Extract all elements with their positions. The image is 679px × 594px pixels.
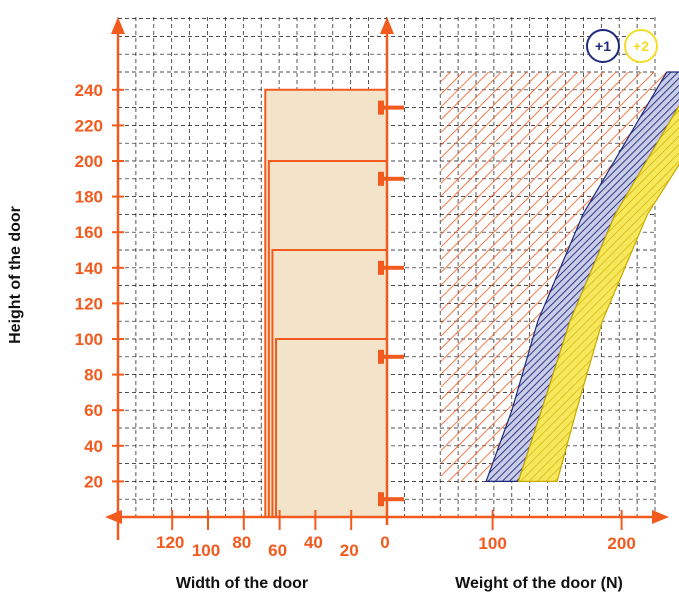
weight-zones [441, 71, 679, 482]
width-limit-line [267, 160, 387, 517]
weight-tick-label: 200 [607, 534, 635, 553]
weight-axis-title: Weight of the door (N) [455, 575, 623, 592]
badges: +1 +2 [586, 29, 658, 63]
y-tick-label: 200 [75, 152, 103, 171]
width-tick-label: 0 [380, 533, 389, 552]
width-tick-label: 60 [268, 541, 287, 560]
width-limit-line [264, 88, 387, 517]
y-tick-label: 180 [75, 188, 103, 207]
y-tick-label: 220 [75, 116, 103, 135]
width-limits [264, 88, 387, 518]
x-axis-arrow-right [652, 510, 669, 524]
width-axis-title: Width of the door [176, 575, 308, 592]
width-tick-label: 100 [192, 541, 220, 560]
width-shaded-area [265, 89, 387, 518]
y-tick-label: 240 [75, 81, 103, 100]
y-tick-label: 100 [75, 330, 103, 349]
width-limit-line [275, 338, 387, 517]
weight-tick-label: 100 [478, 534, 506, 553]
hinge-pin [384, 176, 404, 181]
axes [105, 17, 669, 540]
hinge-marker [378, 260, 384, 275]
width-tick-label: 120 [156, 533, 184, 552]
hinge-pin [384, 265, 404, 270]
y-tick-label: 60 [84, 401, 103, 420]
width-limit-line [271, 249, 387, 517]
hinge-marker [378, 100, 384, 115]
x-axis-arrow-left [105, 510, 122, 524]
width-tick-label: 40 [304, 533, 323, 552]
badge-circle [624, 29, 658, 63]
badge-circle [586, 29, 620, 63]
y-tick-label: 120 [75, 294, 103, 313]
y-tick-label: 160 [75, 223, 103, 242]
center-axis-arrow [380, 17, 394, 34]
hinge-marker [378, 349, 384, 364]
y-tick-label: 40 [84, 437, 103, 456]
badge-label: +1 [595, 38, 611, 54]
y-tick-label: 20 [84, 472, 103, 491]
width-tick-label: 20 [340, 541, 359, 560]
y-tick-label: 140 [75, 259, 103, 278]
y-axis-title: Height of the door [7, 206, 24, 344]
hinge-pin [384, 497, 404, 502]
zone-red-hatched [441, 72, 667, 482]
badge-label: +2 [633, 38, 649, 54]
hinge-pin [384, 105, 404, 110]
width-tick-label: 80 [232, 533, 251, 552]
y-tick-label: 80 [84, 366, 103, 385]
hinge-marker [378, 171, 384, 186]
y-axis-arrow [111, 17, 125, 34]
hinge-marker [378, 492, 384, 507]
zone-band-2 [517, 104, 679, 482]
hinge-pin [384, 354, 404, 359]
